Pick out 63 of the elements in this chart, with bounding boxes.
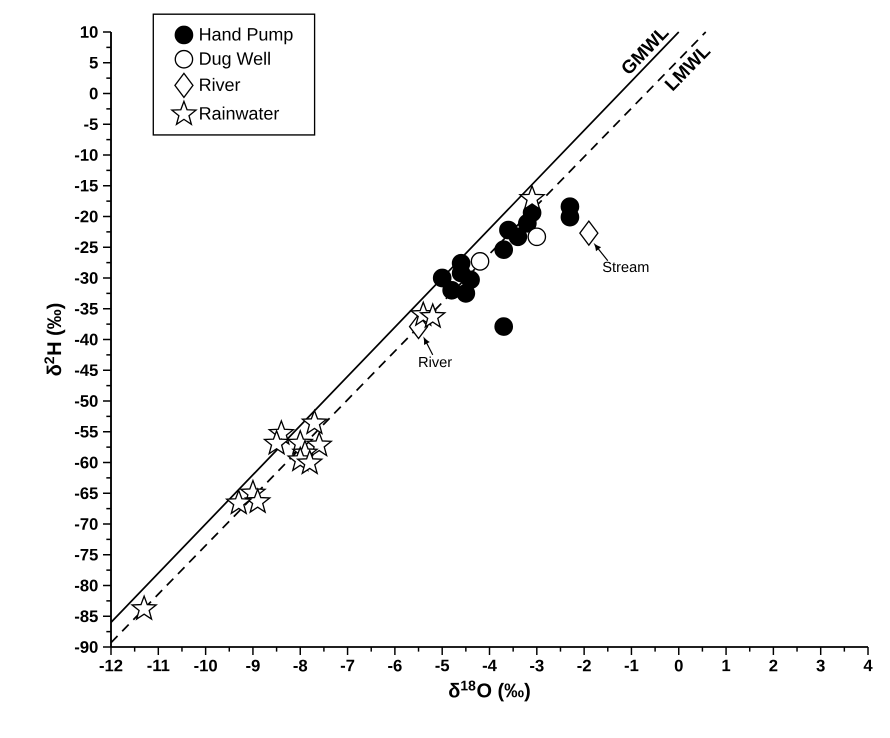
y-tick-label: -15 xyxy=(74,180,98,192)
x-tick-label: -4 xyxy=(482,660,497,672)
y-tick-label: -5 xyxy=(84,118,98,130)
y-tick-label: -45 xyxy=(74,364,98,376)
y-tick-label: -10 xyxy=(74,149,98,161)
point xyxy=(306,432,332,456)
y-tick-label: -75 xyxy=(74,548,98,561)
x-tick-label: -7 xyxy=(340,660,354,672)
legend-label: Hand Pump xyxy=(200,27,293,44)
x-tick-label: -11 xyxy=(147,660,170,672)
annotation: River xyxy=(419,356,452,368)
y-tick-label: -30 xyxy=(74,272,98,284)
legend-label: River xyxy=(200,78,240,92)
point xyxy=(302,410,328,434)
x-tick-label: -3 xyxy=(530,660,544,672)
y-tick-label: -50 xyxy=(74,395,98,407)
y-tick-label: 0 xyxy=(90,88,98,100)
point xyxy=(579,220,599,246)
y-axis-title: δ$^{2}$H (‰) xyxy=(44,304,66,376)
x-tick-label: -6 xyxy=(388,660,402,672)
annotation: Stream xyxy=(602,262,648,272)
point xyxy=(456,284,476,303)
point xyxy=(420,303,446,328)
point xyxy=(264,430,290,454)
x-tick-label: 1 xyxy=(722,660,730,672)
y-tick-label: -25 xyxy=(74,241,98,254)
x-tick-label: -9 xyxy=(246,660,260,672)
y-tick-label: -35 xyxy=(74,302,98,315)
x-tick-label: 2 xyxy=(769,660,778,672)
point xyxy=(494,317,514,336)
x-tick-label: -10 xyxy=(194,660,217,672)
x-axis-title: δ$^{18}$O (‰) xyxy=(449,680,530,702)
y-tick-label: -80 xyxy=(74,580,98,592)
y-tick-label: -55 xyxy=(74,426,98,438)
y-tick-label: -60 xyxy=(74,456,98,468)
x-tick-label: -8 xyxy=(294,660,308,672)
x-tick-label: 3 xyxy=(816,660,825,672)
x-tick-label: -1 xyxy=(624,660,638,672)
x-tick-label: -5 xyxy=(435,660,450,672)
y-tick-label: -70 xyxy=(74,518,98,530)
x-tick-label: -2 xyxy=(577,660,591,672)
point xyxy=(519,185,545,210)
y-tick-label: -85 xyxy=(74,610,98,622)
point xyxy=(508,227,528,246)
point xyxy=(432,268,452,288)
point xyxy=(226,490,252,514)
point xyxy=(244,488,270,513)
point xyxy=(470,252,490,271)
y-tick-label: -65 xyxy=(74,487,98,500)
y-tick-label: 5 xyxy=(90,56,98,69)
y-tick-label: -20 xyxy=(74,210,98,222)
x-tick-label: 0 xyxy=(674,660,683,672)
y-tick-label: 10 xyxy=(80,26,98,38)
legend-label: Rainwater xyxy=(200,106,280,120)
y-tick-label: -90 xyxy=(74,641,98,653)
point xyxy=(527,227,546,246)
x-tick-label: -12 xyxy=(100,660,122,672)
point xyxy=(131,596,157,620)
y-tick-label: -40 xyxy=(74,334,98,346)
point xyxy=(494,240,514,260)
legend-label: Dug Well xyxy=(200,52,270,68)
x-tick-label: 4 xyxy=(864,660,873,672)
point xyxy=(297,450,322,474)
